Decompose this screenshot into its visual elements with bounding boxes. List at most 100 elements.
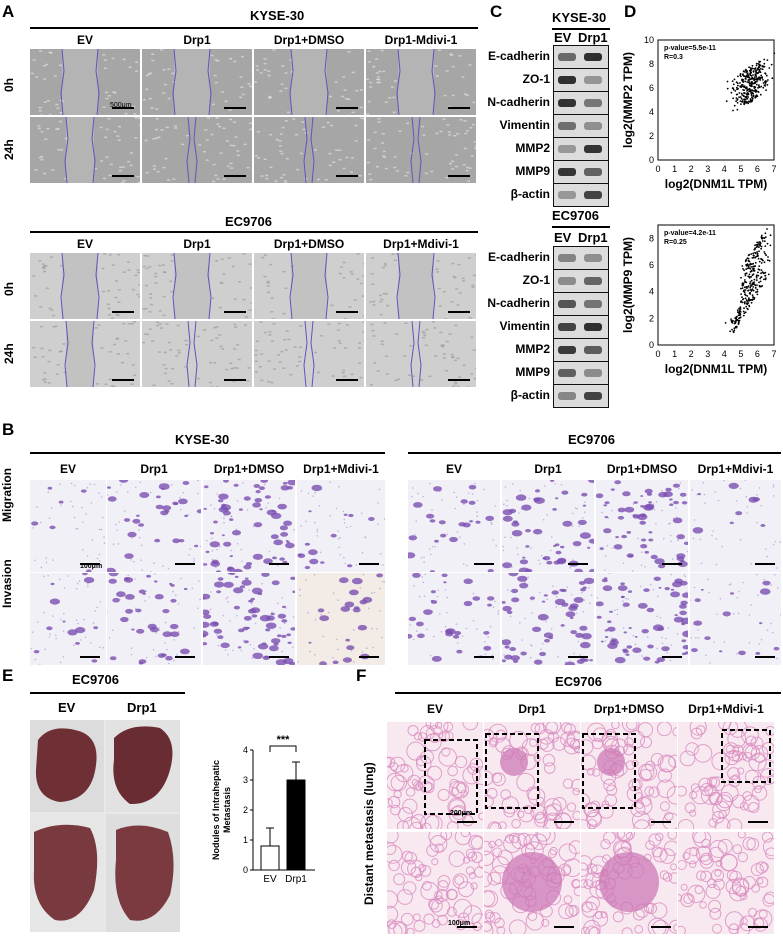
d-point bbox=[763, 237, 766, 240]
panel-f-scalebar-r0-c3 bbox=[748, 821, 768, 823]
d-point bbox=[762, 272, 765, 275]
d-point bbox=[740, 293, 742, 295]
liver-photos bbox=[30, 720, 180, 932]
d-point bbox=[744, 297, 747, 300]
panel-a-scale-label: 500μm bbox=[110, 102, 132, 109]
d-point bbox=[735, 81, 738, 84]
d-point bbox=[736, 82, 739, 85]
d-point bbox=[726, 87, 729, 90]
d-point bbox=[740, 276, 742, 279]
d-point bbox=[749, 84, 752, 87]
panel-c-ec-blot-4 bbox=[553, 338, 609, 362]
d-xtick: 4 bbox=[722, 164, 727, 174]
d-point bbox=[757, 63, 760, 65]
panel-b-image-r1-c7 bbox=[690, 573, 781, 665]
panel-a-kyse-scalebar-r1-c2 bbox=[336, 175, 358, 177]
d-xtick: 5 bbox=[738, 349, 743, 359]
d-point bbox=[750, 285, 752, 287]
d-point bbox=[743, 99, 746, 101]
panel-f-row-label: Distant metastasis (lung) bbox=[362, 762, 376, 905]
d-point bbox=[759, 280, 762, 283]
d-point bbox=[741, 265, 744, 267]
d-point bbox=[760, 74, 763, 77]
panel-b-scalebar-r1-c1 bbox=[175, 656, 195, 658]
e-ytick: 4 bbox=[243, 745, 248, 755]
d-point bbox=[754, 69, 757, 71]
panel-a-ec-scalebar-r0-c0 bbox=[112, 311, 134, 313]
d-point bbox=[748, 273, 751, 276]
d-point bbox=[745, 71, 747, 73]
d-point bbox=[751, 274, 754, 277]
panel-b-image-r0-c3 bbox=[297, 480, 385, 572]
d-ytick: 6 bbox=[649, 260, 654, 270]
panel-b-scalebar-r0-c5 bbox=[568, 563, 588, 565]
panel-a-ec-image-r1-c1 bbox=[142, 321, 252, 387]
e-bar-EV bbox=[260, 845, 280, 871]
d-point bbox=[756, 251, 758, 253]
d-r: R=0.3 bbox=[664, 54, 683, 61]
panel-f-image-r1-c3 bbox=[678, 832, 774, 934]
d-point bbox=[741, 79, 743, 82]
d-point bbox=[740, 287, 742, 290]
panel-f-image-r1-c1 bbox=[484, 832, 580, 934]
panel-a-kyse-scalebar-r1-c0 bbox=[112, 175, 134, 177]
panel-e-col-drp1: Drp1 bbox=[127, 700, 157, 715]
d-point bbox=[755, 70, 757, 73]
d-point bbox=[749, 291, 751, 294]
panel-e-col-ev: EV bbox=[58, 700, 76, 715]
d-point bbox=[743, 289, 746, 291]
d-point bbox=[756, 293, 759, 296]
d-point bbox=[747, 93, 750, 96]
d-point bbox=[765, 80, 768, 83]
d-point bbox=[732, 97, 734, 100]
d-point bbox=[741, 282, 744, 285]
d-point bbox=[735, 97, 738, 99]
d-point bbox=[751, 78, 753, 80]
d-point bbox=[748, 81, 751, 83]
d-point bbox=[752, 296, 755, 299]
d-point bbox=[746, 72, 749, 75]
d-point bbox=[738, 310, 741, 313]
d-point bbox=[744, 274, 747, 277]
d-point bbox=[740, 103, 742, 105]
panel-a-ec-col-0: EV bbox=[76, 237, 93, 251]
panel-c-ec-blot-1 bbox=[553, 269, 609, 293]
d-point bbox=[746, 92, 749, 94]
d-point bbox=[760, 85, 763, 88]
d-point bbox=[741, 94, 744, 96]
d-point bbox=[758, 76, 761, 79]
d-point bbox=[750, 279, 753, 282]
d-point bbox=[754, 265, 756, 267]
d-point bbox=[750, 266, 752, 268]
d-point bbox=[748, 82, 751, 85]
panel-f-line bbox=[395, 692, 781, 694]
d-point bbox=[749, 262, 752, 265]
panel-c-ec-blot-5 bbox=[553, 361, 609, 385]
panel-c-ec-blot-6 bbox=[553, 384, 609, 408]
d-pvalue: p-value=5.5e-11 bbox=[664, 45, 716, 52]
panel-b-col-2: Drp1+DMSO bbox=[213, 462, 285, 476]
d-point bbox=[749, 282, 751, 285]
d-point bbox=[760, 262, 763, 264]
panel-a-kyse-scalebar-r0-c1 bbox=[224, 107, 246, 109]
d-point bbox=[746, 101, 749, 104]
panel-a-kyse-image-r1-c0 bbox=[30, 117, 140, 183]
d-point bbox=[740, 92, 743, 95]
d-point bbox=[753, 78, 756, 80]
panel-b-image-r1-c1 bbox=[107, 573, 201, 665]
panel-b-scalebar-r0-c7 bbox=[755, 563, 775, 565]
panel-e-title: EC9706 bbox=[72, 672, 119, 687]
e-ytick: 1 bbox=[243, 835, 248, 845]
panel-a-ec-image-r0-c3 bbox=[366, 253, 476, 319]
d-point bbox=[756, 288, 759, 291]
panel-a-ec-col-3: Drp1+Mdivi-1 bbox=[383, 237, 459, 251]
panel-f-title: EC9706 bbox=[555, 674, 602, 689]
d-point bbox=[744, 102, 746, 104]
d-point bbox=[758, 284, 761, 287]
d-point bbox=[765, 74, 768, 77]
d-point bbox=[755, 279, 758, 281]
d-point bbox=[732, 109, 734, 112]
d-ytick: 2 bbox=[649, 131, 654, 141]
d-point bbox=[758, 60, 760, 63]
d-point bbox=[756, 284, 758, 286]
